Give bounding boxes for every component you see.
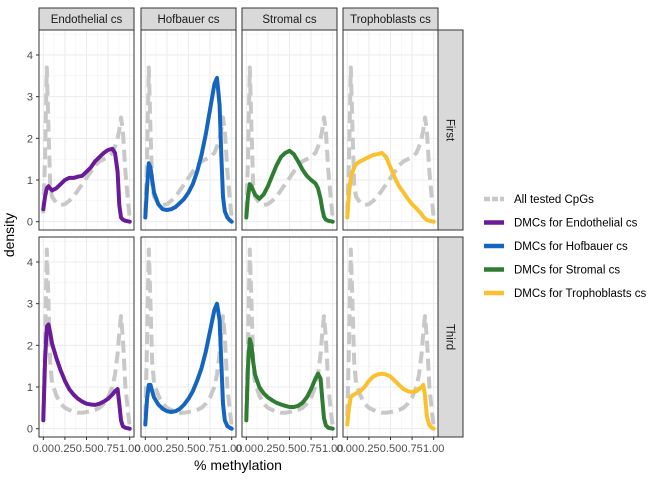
column-strip-label: Stromal cs <box>262 14 317 26</box>
x-tick-label: 0.25 <box>257 443 278 455</box>
x-tick-label: 0.50 <box>380 443 401 455</box>
series-all-tested-cpgs <box>244 65 335 218</box>
x-tick-label: 0.25 <box>358 443 379 455</box>
column-strip-label: Hofbauer cs <box>157 14 219 26</box>
x-tick-label: 0.50 <box>178 443 199 455</box>
panel-trophoblasts-cs-first <box>342 29 439 231</box>
legend-label: DMCs for Trophoblasts cs <box>514 288 647 300</box>
y-tick-label: 2 <box>27 340 33 352</box>
x-tick-label: 0.50 <box>279 443 300 455</box>
x-tick-label: 0.75 <box>199 443 220 455</box>
x-axis-title: % methylation <box>194 457 282 473</box>
series-dmcs-for-stromal-cs <box>244 337 335 431</box>
facet-strips: Endothelial cs Hofbauer cs Stromal cs Troph… <box>38 7 464 438</box>
legend-label: All tested CpGs <box>514 194 594 206</box>
series-all-tested-cpgs <box>41 65 132 218</box>
row-strip-label: Third <box>444 324 456 350</box>
y-tick-label: 1 <box>27 175 33 187</box>
column-strip <box>342 7 439 31</box>
panel-stromal-cs-third <box>241 236 338 438</box>
panel-endothelial-cs-third <box>38 236 135 438</box>
legend-item: DMCs for Trophoblasts cs <box>484 288 647 300</box>
y-tick-label: 3 <box>27 299 33 311</box>
x-tick-label: 0.75 <box>401 443 422 455</box>
x-tick-label: 1.00 <box>423 443 444 455</box>
x-tick-label: 1.00 <box>221 443 242 455</box>
y-tick-label: 1 <box>27 382 33 394</box>
series-dmcs-for-stromal-cs <box>244 148 335 224</box>
x-tick-label: 0.25 <box>156 443 177 455</box>
x-tick-label: 1.00 <box>119 443 140 455</box>
x-tick-label: 0.50 <box>76 443 97 455</box>
panel-trophoblasts-cs-third <box>342 236 439 438</box>
x-tick-label: 0.75 <box>300 443 321 455</box>
series-dmcs-for-endothelial-cs <box>41 146 132 224</box>
x-tick-label: 0.25 <box>54 443 75 455</box>
panel-hofbauer-cs-third <box>140 236 237 438</box>
column-strip <box>241 7 338 31</box>
x-tick-label: 0.00 <box>33 443 54 455</box>
legend-item: All tested CpGs <box>484 194 594 206</box>
series-all-tested-cpgs <box>143 247 234 427</box>
x-tick-label: 0.00 <box>236 443 257 455</box>
legend-label: DMCs for Endothelial cs <box>514 218 638 230</box>
y-tick-label: 0 <box>27 424 33 436</box>
series-dmcs-for-hofbauer-cs <box>143 75 234 224</box>
legend-label: DMCs for Stromal cs <box>514 265 620 277</box>
series-dmcs-for-endothelial-cs <box>41 322 132 431</box>
row-strip <box>437 29 464 231</box>
series-all-tested-cpgs <box>345 247 436 427</box>
facet-panels <box>38 29 439 438</box>
panel-hofbauer-cs-first <box>140 29 237 231</box>
legend-label: DMCs for Hofbauer cs <box>514 241 628 253</box>
y-tick-label: 3 <box>27 92 33 104</box>
row-strip <box>437 236 464 438</box>
column-strip <box>38 7 135 31</box>
x-tick-label: 0.00 <box>135 443 156 455</box>
y-tick-label: 4 <box>27 50 33 62</box>
series-dmcs-for-trophoblasts-cs <box>345 371 436 431</box>
y-axis-title: density <box>1 213 17 257</box>
legend: All tested CpGs DMCs for Endothelial cs DM… <box>484 194 647 300</box>
legend-item: DMCs for Hofbauer cs <box>484 241 628 253</box>
x-tick-label: 1.00 <box>322 443 343 455</box>
x-tick-label: 0.75 <box>97 443 118 455</box>
panel-stromal-cs-first <box>241 29 338 231</box>
series-dmcs-for-hofbauer-cs <box>143 301 234 431</box>
column-strip-label: Endothelial cs <box>51 14 123 26</box>
column-strip <box>140 7 237 31</box>
series-dmcs-for-trophoblasts-cs <box>345 150 436 224</box>
series-all-tested-cpgs <box>41 247 132 427</box>
x-tick-label: 0.00 <box>337 443 358 455</box>
legend-item: DMCs for Stromal cs <box>484 265 620 277</box>
y-tick-label: 4 <box>27 257 33 269</box>
y-tick-label: 0 <box>27 217 33 229</box>
y-tick-label: 2 <box>27 133 33 145</box>
row-strip-label: First <box>444 119 456 142</box>
panel-endothelial-cs-first <box>38 29 135 231</box>
legend-item: DMCs for Endothelial cs <box>484 218 638 230</box>
column-strip-label: Trophoblasts cs <box>350 14 431 26</box>
